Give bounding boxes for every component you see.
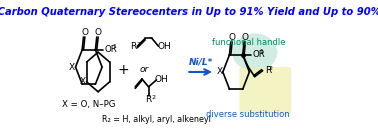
Text: R: R <box>265 66 271 75</box>
Text: R₂ = H, alkyl, aryl, alkeneyl: R₂ = H, alkyl, aryl, alkeneyl <box>102 115 211 124</box>
Text: 2: 2 <box>269 66 273 71</box>
Ellipse shape <box>232 33 277 71</box>
Text: O: O <box>94 28 102 37</box>
Text: OR: OR <box>252 50 265 59</box>
Text: R: R <box>130 42 136 51</box>
Text: 1: 1 <box>112 44 116 49</box>
Text: O: O <box>229 33 235 42</box>
Text: X: X <box>69 63 75 71</box>
Text: functional handle: functional handle <box>212 38 285 47</box>
Text: O: O <box>81 28 88 37</box>
FancyBboxPatch shape <box>239 67 291 115</box>
Text: X = O, N–PG: X = O, N–PG <box>62 100 116 109</box>
Text: OH: OH <box>158 42 171 51</box>
Text: R: R <box>146 95 152 104</box>
Text: or: or <box>140 66 149 75</box>
Text: Ni/L*: Ni/L* <box>188 58 213 67</box>
Text: 1: 1 <box>259 49 263 54</box>
Text: X: X <box>217 67 223 76</box>
Text: All-Carbon Quaternary Stereocenters in Up to 91% Yield and Up to 90% ee: All-Carbon Quaternary Stereocenters in U… <box>0 7 378 17</box>
Text: diverse substitution: diverse substitution <box>206 110 290 119</box>
Text: +: + <box>118 63 129 77</box>
Text: OR: OR <box>105 45 118 54</box>
Text: OH: OH <box>155 75 169 84</box>
Text: O: O <box>242 33 249 42</box>
Text: X: X <box>80 77 86 86</box>
Text: 2: 2 <box>136 42 141 47</box>
Text: 2: 2 <box>152 95 156 100</box>
